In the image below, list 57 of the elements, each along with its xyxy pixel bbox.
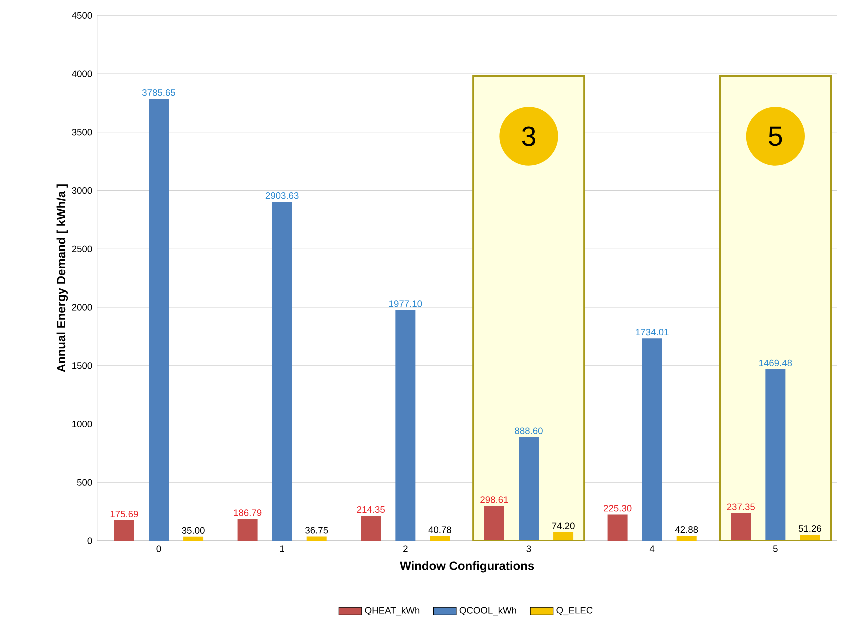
data-label: 74.20 bbox=[552, 522, 575, 530]
legend-label: QCOOL_kWh bbox=[460, 607, 516, 616]
x-tick-label: 5 bbox=[773, 546, 778, 552]
bar bbox=[731, 513, 752, 541]
y-tick-label: 3000 bbox=[72, 187, 92, 194]
data-label: 42.88 bbox=[675, 526, 698, 534]
bar bbox=[484, 506, 504, 541]
data-label: 40.78 bbox=[428, 526, 452, 534]
y-tick-label: 500 bbox=[77, 479, 92, 486]
bar bbox=[238, 519, 258, 541]
data-label: 35.00 bbox=[182, 527, 205, 534]
y-tick-label: 1500 bbox=[72, 362, 92, 370]
bar bbox=[149, 99, 170, 541]
bar bbox=[608, 514, 628, 541]
legend-label: Q_ELEC bbox=[556, 607, 593, 616]
data-label: 225.30 bbox=[604, 505, 632, 512]
y-tick-label: 4000 bbox=[72, 70, 92, 78]
x-tick-label: 4 bbox=[650, 546, 655, 552]
x-tick-label: 0 bbox=[156, 546, 162, 552]
bar bbox=[114, 520, 134, 541]
data-label: 2903.63 bbox=[266, 192, 299, 200]
data-label: 298.61 bbox=[480, 496, 508, 504]
y-axis-title: Annual Energy Demand [ kWh/a ] bbox=[56, 184, 68, 372]
y-tick-label: 0 bbox=[88, 538, 92, 544]
data-label: 51.26 bbox=[798, 525, 822, 532]
data-label: 1977.10 bbox=[390, 300, 422, 308]
data-label: 3785.65 bbox=[142, 90, 176, 96]
y-tick-label: 4500 bbox=[72, 12, 92, 19]
data-label: 1734.01 bbox=[636, 329, 669, 336]
y-tick-label: 3500 bbox=[72, 129, 92, 136]
bar bbox=[766, 369, 786, 541]
y-tick-label: 2500 bbox=[72, 246, 92, 252]
data-label: 175.69 bbox=[110, 510, 138, 518]
band-label: 5 bbox=[769, 126, 782, 146]
x-axis-title: Window Configurations bbox=[400, 561, 534, 573]
bar bbox=[184, 536, 204, 541]
x-tick-label: 2 bbox=[404, 546, 408, 552]
bar bbox=[361, 516, 382, 541]
data-label: 186.79 bbox=[234, 510, 262, 516]
bar bbox=[676, 536, 697, 541]
data-label: 214.35 bbox=[357, 506, 386, 514]
bar bbox=[272, 202, 292, 541]
x-tick-label: 1 bbox=[280, 546, 284, 552]
data-label: 237.35 bbox=[727, 504, 755, 510]
band-label: 3 bbox=[522, 126, 536, 146]
bar bbox=[306, 536, 327, 541]
legend-label: QHEAT_kWh bbox=[365, 607, 420, 616]
bar bbox=[430, 536, 450, 541]
bar bbox=[396, 310, 416, 541]
bar bbox=[519, 437, 540, 541]
data-label: 888.60 bbox=[515, 428, 543, 434]
x-tick-label: 3 bbox=[526, 546, 532, 552]
y-tick-label: 1000 bbox=[72, 420, 92, 428]
bar bbox=[642, 338, 662, 541]
data-label: 36.75 bbox=[306, 527, 328, 534]
y-tick-label: 2000 bbox=[72, 304, 92, 311]
data-label: 1469.48 bbox=[760, 360, 792, 367]
